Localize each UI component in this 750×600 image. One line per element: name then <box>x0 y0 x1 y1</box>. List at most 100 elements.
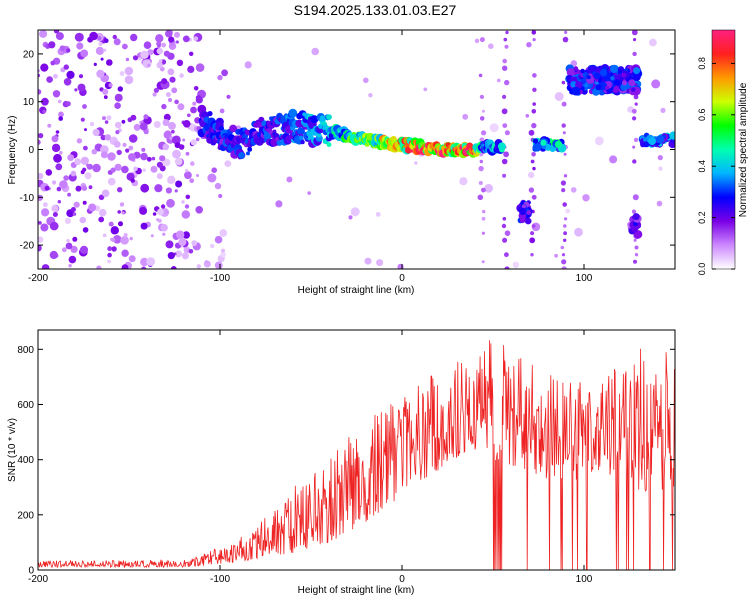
spectral-cell <box>82 227 89 233</box>
spectral-cell <box>73 201 80 208</box>
spectral-cell <box>224 160 232 168</box>
spectral-cell <box>59 45 66 52</box>
spectral-cell <box>182 231 190 239</box>
spectral-cell <box>163 130 172 139</box>
spectral-cell <box>504 79 510 86</box>
spectral-cell <box>376 259 384 267</box>
spectral-cell <box>146 156 152 162</box>
spectral-cell <box>562 131 566 135</box>
spectral-cell <box>525 114 530 118</box>
spectral-cell <box>633 259 637 264</box>
spectral-cell <box>658 166 663 171</box>
spectral-cell <box>479 116 485 121</box>
spectral-cell <box>89 121 95 127</box>
spectral-cell <box>162 143 170 151</box>
spectral-cell <box>505 30 509 35</box>
spectral-cell <box>133 166 138 172</box>
x-tick-label: 100 <box>576 574 593 585</box>
colorbar-tick-label: 0.6 <box>697 109 707 122</box>
spectral-cell <box>185 151 190 156</box>
spectral-cell <box>142 59 152 69</box>
spectral-cell <box>152 92 157 97</box>
spectral-cell <box>160 204 166 209</box>
spectral-cell <box>633 137 639 143</box>
spectral-cell <box>70 170 77 177</box>
spectral-cell <box>484 183 493 193</box>
spectral-cell <box>57 99 62 104</box>
spectral-cell <box>78 74 84 79</box>
spectral-cell <box>179 73 184 78</box>
spectral-cell <box>544 143 552 151</box>
spectral-cell <box>167 175 176 184</box>
spectral-cell <box>79 216 87 224</box>
spectral-cell <box>184 171 192 180</box>
spectral-cell <box>526 210 532 215</box>
spectral-cell <box>139 206 148 215</box>
spectral-cell <box>599 68 608 77</box>
spectral-cell <box>156 173 163 180</box>
spectral-cell <box>628 79 636 87</box>
spectral-cell <box>561 188 566 193</box>
spectral-cell <box>210 243 215 249</box>
y-tick-label: 400 <box>17 455 34 466</box>
spectral-cell <box>564 30 568 34</box>
spectral-cell <box>530 159 535 164</box>
spectral-cell <box>196 174 199 177</box>
spectral-cell <box>571 86 581 96</box>
spectral-cell <box>108 221 114 227</box>
spectral-cell <box>501 223 507 229</box>
spectral-cell <box>156 161 163 168</box>
spectral-cell <box>91 148 98 155</box>
spectral-cell <box>307 191 312 195</box>
spectral-cell <box>80 117 85 122</box>
spectral-cell <box>143 129 149 135</box>
spectral-cell <box>98 208 107 217</box>
spectral-cell <box>53 73 58 79</box>
spectral-cell <box>181 200 185 204</box>
spectral-cell <box>122 142 127 147</box>
spectral-cell <box>185 169 189 173</box>
spectral-cell <box>96 265 102 269</box>
colorbar-tick-label: 0.8 <box>697 57 707 70</box>
spectral-cell <box>52 180 57 185</box>
spectral-cell <box>481 216 486 221</box>
spectral-cell <box>532 143 542 152</box>
spectral-cell <box>561 266 567 269</box>
spectral-cell <box>122 43 128 50</box>
spectral-cell <box>609 155 618 164</box>
spectral-cell <box>125 148 130 153</box>
spectral-cell <box>140 257 149 267</box>
spectral-cell <box>150 234 154 238</box>
spectral-cell <box>157 208 164 216</box>
spectrogram-y-ticks: -20 -10 0 10 20 <box>20 49 675 252</box>
spectral-cell <box>586 75 591 80</box>
spectral-cell <box>605 85 610 90</box>
spectral-cell <box>474 38 480 44</box>
spectral-cell <box>162 232 166 236</box>
spectral-cell <box>53 153 62 163</box>
spectral-cell <box>310 115 319 124</box>
spectral-cell <box>161 78 168 85</box>
spectral-cell <box>192 101 197 106</box>
spectral-cell <box>103 95 108 99</box>
spectral-cell <box>219 126 225 131</box>
spectral-cell <box>601 78 606 83</box>
spectral-cell <box>109 171 113 175</box>
spectral-cell <box>669 131 675 140</box>
spectral-cell <box>584 83 589 88</box>
spectral-cell <box>102 88 109 95</box>
spectral-cell <box>108 83 113 88</box>
spectral-cell <box>128 255 136 263</box>
spectral-cell <box>174 31 180 38</box>
spectral-cell <box>610 76 615 81</box>
spectral-cell <box>219 229 228 237</box>
spectral-cell <box>504 130 510 136</box>
spectral-cell <box>350 207 360 217</box>
spectral-cell <box>423 87 428 92</box>
spectral-cell <box>117 210 121 214</box>
spectral-cell <box>74 88 78 92</box>
spectral-cell <box>311 47 320 56</box>
spectral-cell <box>563 174 568 178</box>
spectral-cell <box>82 167 87 172</box>
spectral-cell <box>174 157 183 166</box>
